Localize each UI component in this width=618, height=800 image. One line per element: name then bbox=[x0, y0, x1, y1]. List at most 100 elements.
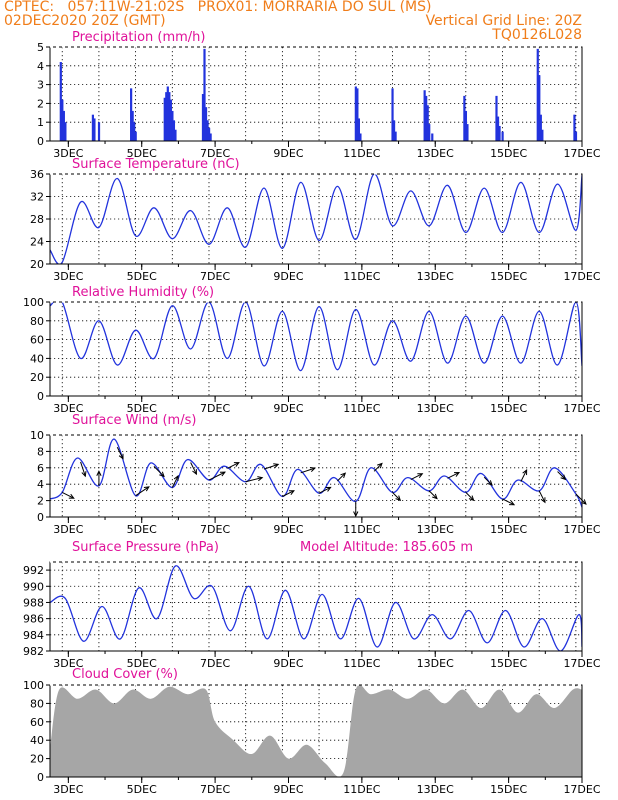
precip-bar bbox=[394, 131, 397, 141]
panel-cloud-cover: Cloud Cover (%) 0 20 40 60 80 100 3DEC 5DEC 7DEC 9… bbox=[23, 667, 601, 796]
y-tick-label: 24 bbox=[30, 236, 44, 249]
y-axis: 0 2 4 6 8 10 bbox=[30, 429, 50, 524]
panel-title: Surface Temperature (nC) bbox=[72, 157, 240, 172]
y-tick-label: 20 bbox=[30, 753, 44, 766]
panel-title: Surface Wind (m/s) bbox=[72, 413, 196, 428]
x-tick-label: 7DEC bbox=[200, 523, 230, 536]
series-line bbox=[50, 302, 582, 372]
x-tick-label: 11DEC bbox=[343, 402, 380, 415]
precip-bar bbox=[501, 131, 504, 141]
x-tick-label: 3DEC bbox=[53, 270, 83, 283]
wind-arrow bbox=[520, 469, 528, 482]
panel-relative-humidity: Relative Humidity (%) 0 20 40 60 80 100 3DEC 5DE… bbox=[23, 285, 601, 415]
precip-bar bbox=[131, 110, 134, 141]
precip-bar bbox=[209, 133, 212, 141]
y-axis: 0 1 2 3 4 5 bbox=[37, 41, 50, 148]
precip-bar bbox=[359, 133, 362, 141]
precip-bar bbox=[174, 129, 177, 141]
precip-bar bbox=[97, 122, 101, 141]
y-tick-label: 988 bbox=[23, 596, 44, 609]
precip-bar bbox=[428, 124, 431, 141]
precip-bar bbox=[93, 118, 96, 141]
x-tick-label: 7DEC bbox=[200, 270, 230, 283]
y-tick-label: 60 bbox=[30, 334, 44, 347]
x-tick-label: 11DEC bbox=[343, 657, 380, 670]
precip-bar bbox=[495, 95, 498, 141]
precip-bar bbox=[172, 120, 176, 141]
x-tick-label: 17DEC bbox=[563, 523, 600, 536]
y-tick-label: 40 bbox=[30, 352, 44, 365]
precip-bar bbox=[536, 48, 539, 141]
panel-frame bbox=[49, 46, 583, 142]
wind-arrow bbox=[116, 446, 124, 460]
x-tick-label: 9DEC bbox=[273, 270, 303, 283]
precip-bar bbox=[496, 116, 500, 141]
x-tick-label: 5DEC bbox=[127, 657, 157, 670]
precip-bar bbox=[539, 114, 542, 141]
x-tick-label: 13DEC bbox=[417, 523, 454, 536]
y-tick-label: 20 bbox=[30, 258, 44, 271]
precip-bar bbox=[59, 62, 62, 141]
x-tick-label: 11DEC bbox=[343, 523, 380, 536]
header-grid-line-info: Vertical Grid Line: 20Z bbox=[425, 13, 582, 29]
wind-arrow bbox=[135, 486, 150, 497]
x-tick-label: 17DEC bbox=[563, 657, 600, 670]
wind-arrow bbox=[353, 501, 359, 518]
wind-arrow bbox=[538, 490, 546, 504]
x-tick-label: 5DEC bbox=[127, 783, 157, 796]
x-axis: 3DEC 5DEC 7DEC 9DEC 11DEC 13DEC 15DEC 17DEC bbox=[53, 141, 601, 160]
x-tick-label: 13DEC bbox=[417, 657, 454, 670]
precip-bar bbox=[91, 114, 95, 141]
wind-arrow bbox=[318, 486, 332, 494]
y-tick-label: 0 bbox=[37, 390, 44, 403]
vertical-grid bbox=[50, 47, 582, 141]
precip-bar bbox=[357, 118, 361, 141]
wind-arrow bbox=[557, 471, 567, 481]
y-tick-label: 8 bbox=[37, 445, 44, 458]
wind-arrow bbox=[153, 466, 165, 478]
y-tick-label: 0 bbox=[37, 511, 44, 524]
x-tick-label: 17DEC bbox=[563, 270, 600, 283]
y-tick-label: 982 bbox=[23, 645, 44, 658]
y-tick-label: 20 bbox=[30, 371, 44, 384]
precip-bar bbox=[134, 131, 137, 141]
y-axis: 20 24 28 32 36 bbox=[30, 168, 50, 271]
x-tick-label: 11DEC bbox=[343, 147, 380, 160]
x-tick-label: 11DEC bbox=[343, 783, 380, 796]
y-axis: 0 20 40 60 80 100 bbox=[23, 296, 50, 403]
cloud-cover-area bbox=[50, 684, 582, 777]
wind-arrow bbox=[80, 461, 87, 478]
wind-arrow bbox=[410, 473, 424, 480]
x-tick-label: 15DEC bbox=[490, 657, 527, 670]
precip-bar bbox=[207, 127, 211, 141]
panel-title: Precipitation (mm/h) bbox=[72, 30, 205, 45]
y-tick-label: 0 bbox=[37, 135, 44, 148]
header-model-code: TQ0126L028 bbox=[492, 27, 582, 43]
x-tick-label: 5DEC bbox=[127, 147, 157, 160]
wind-arrow bbox=[392, 492, 402, 502]
header-date-line: 02DEC2020 20Z (GMT) bbox=[4, 13, 166, 29]
wind-arrow bbox=[465, 492, 475, 502]
y-tick-label: 4 bbox=[37, 478, 44, 491]
vertical-grid bbox=[50, 435, 582, 517]
x-tick-label: 15DEC bbox=[490, 147, 527, 160]
precip-bar bbox=[166, 86, 169, 141]
y-tick-label: 4 bbox=[37, 60, 44, 73]
y-tick-label: 5 bbox=[37, 41, 44, 54]
x-tick-label: 3DEC bbox=[53, 523, 83, 536]
precip-bar bbox=[64, 122, 67, 141]
wind-arrow bbox=[483, 476, 493, 486]
x-axis: 3DEC 5DEC 7DEC 9DEC 11DEC 13DEC 15DEC 17DEC bbox=[53, 777, 601, 796]
wind-arrow bbox=[171, 474, 179, 488]
precip-bar bbox=[203, 48, 206, 141]
x-tick-label: 3DEC bbox=[53, 402, 83, 415]
precip-bar bbox=[425, 95, 428, 141]
precip-bar bbox=[356, 88, 359, 141]
wind-arrow bbox=[447, 472, 461, 479]
x-tick-label: 15DEC bbox=[490, 402, 527, 415]
precip-bar bbox=[574, 131, 578, 141]
x-tick-label: 7DEC bbox=[200, 783, 230, 796]
panel-title: Relative Humidity (%) bbox=[72, 285, 214, 300]
x-tick-label: 3DEC bbox=[53, 783, 83, 796]
